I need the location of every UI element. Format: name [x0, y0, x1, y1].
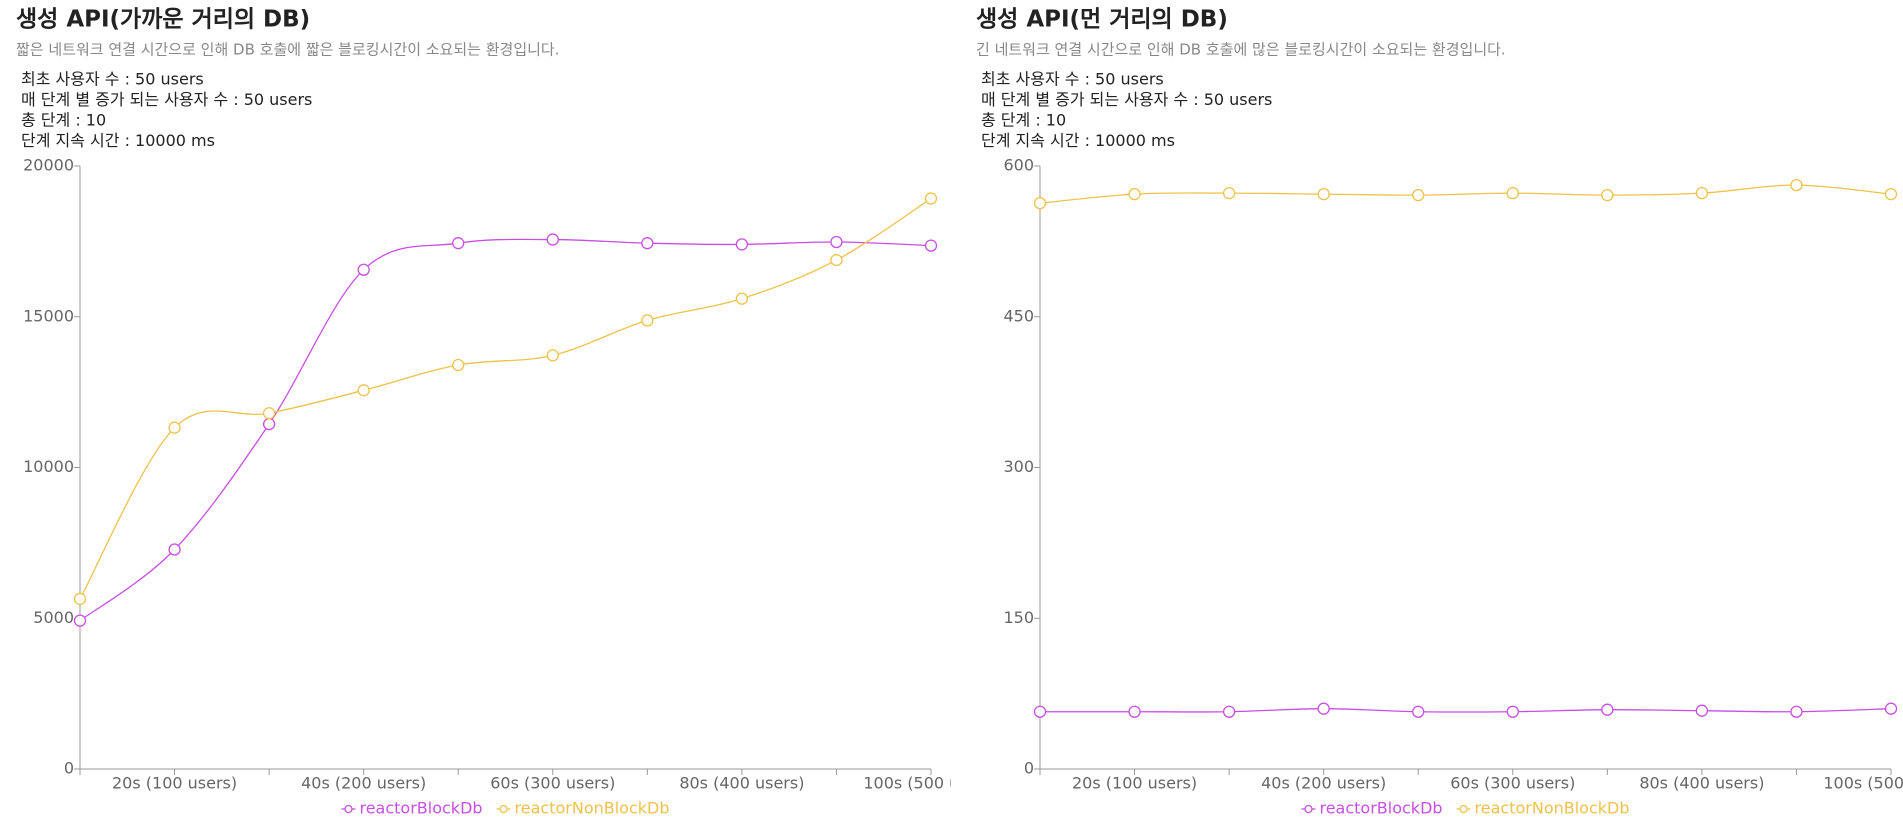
point	[452, 358, 465, 372]
y-tick-label: 450	[1003, 306, 1034, 325]
chart-title: 생성 API(가까운 거리의 DB)	[16, 7, 310, 33]
point	[1601, 188, 1614, 202]
chart-subtitle: 짧은 네트워크 연결 시간으로 인해 DB 호출에 짧은 블로킹시간이 소요되는…	[16, 41, 560, 59]
point	[924, 192, 938, 205]
chart: 생성 API(먼 거리의 DB) 긴 네트워크 연결 시간으로 인해 DB 호출에…	[976, 7, 1903, 818]
legend-marker	[344, 804, 353, 814]
legend-item[interactable]: reactorNonBlockDb	[496, 799, 670, 818]
point	[546, 233, 559, 246]
legend-marker	[1459, 804, 1468, 814]
note: 총 단계 : 10	[21, 111, 106, 130]
y-tick-label: 300	[1003, 457, 1034, 476]
point	[1412, 705, 1425, 718]
point	[546, 349, 559, 362]
point	[830, 253, 843, 267]
point	[357, 263, 370, 276]
point	[641, 237, 654, 250]
series-line	[79, 198, 932, 600]
point	[1128, 705, 1141, 718]
legend-label: reactorBlockDb	[1319, 799, 1442, 818]
x-tick-label: 40s (200 users)	[301, 774, 426, 793]
note: 매 단계 별 증가 되는 사용자 수 : 50 users	[21, 90, 312, 109]
legend-marker	[1304, 804, 1313, 814]
point	[1412, 188, 1425, 202]
point	[1222, 705, 1236, 718]
chart-title: 생성 API(먼 거리의 DB)	[976, 7, 1228, 33]
point	[1695, 704, 1709, 717]
x-tick-label: 100s (500 users)	[863, 774, 951, 793]
legend-label: reactorNonBlockDb	[1475, 799, 1630, 818]
point	[1884, 187, 1898, 201]
note: 최초 사용자 수 : 50 users	[21, 70, 204, 89]
point	[1506, 186, 1519, 200]
legend-item[interactable]: reactorBlockDb	[1301, 799, 1443, 818]
point	[452, 237, 465, 250]
point	[1317, 187, 1330, 201]
x-tick-label: 80s (400 users)	[1639, 774, 1764, 793]
point	[1506, 705, 1519, 718]
x-tick-label: 100s (500 users)	[1823, 774, 1903, 793]
point	[1128, 187, 1141, 201]
chart: 생성 API(가까운 거리의 DB) 짧은 네트워크 연결 시간으로 인해 DB …	[16, 7, 951, 818]
note: 매 단계 별 증가 되는 사용자 수 : 50 users	[981, 90, 1272, 109]
point	[168, 421, 181, 434]
point	[73, 614, 87, 627]
point	[73, 592, 87, 606]
note: 단계 지속 시간 : 10000 ms	[981, 131, 1175, 150]
point	[924, 239, 938, 252]
y-tick-label: 20000	[23, 156, 74, 175]
y-tick-label: 10000	[23, 457, 74, 476]
y-tick-label: 150	[1003, 608, 1034, 627]
point	[641, 314, 654, 327]
point	[1033, 705, 1047, 718]
point	[1601, 703, 1614, 716]
y-tick-label: 600	[1003, 156, 1034, 175]
y-tick-label: 0	[64, 759, 74, 778]
point	[1033, 197, 1047, 210]
y-tick-label: 5000	[33, 608, 74, 627]
legend-label: reactorBlockDb	[359, 799, 482, 818]
x-tick-label: 40s (200 users)	[1261, 774, 1386, 793]
legend-item[interactable]: reactorNonBlockDb	[1456, 799, 1630, 818]
legend-marker	[499, 804, 508, 814]
x-tick-label: 80s (400 users)	[679, 774, 804, 793]
note: 최초 사용자 수 : 50 users	[981, 70, 1164, 89]
point	[262, 417, 276, 431]
note: 단계 지속 시간 : 10000 ms	[21, 131, 215, 150]
legend-label: reactorNonBlockDb	[515, 799, 670, 818]
point	[357, 384, 370, 397]
point	[1222, 186, 1236, 200]
point	[830, 235, 843, 249]
x-tick-label: 20s (100 users)	[1072, 774, 1197, 793]
point	[735, 238, 749, 251]
point	[735, 292, 749, 305]
point	[1695, 186, 1709, 200]
x-tick-label: 60s (300 users)	[490, 774, 615, 793]
legend-item[interactable]: reactorBlockDb	[341, 799, 483, 818]
chart-subtitle: 긴 네트워크 연결 시간으로 인해 DB 호출에 많은 블로킹시간이 소요되는 …	[976, 41, 1506, 59]
y-tick-label: 0	[1024, 759, 1034, 778]
series-line	[1040, 708, 1892, 713]
point	[262, 407, 276, 420]
series-line	[1039, 184, 1892, 204]
x-tick-label: 20s (100 users)	[112, 774, 237, 793]
point	[168, 543, 181, 556]
x-tick-label: 60s (300 users)	[1450, 774, 1575, 793]
point	[1317, 702, 1330, 715]
note: 총 단계 : 10	[981, 111, 1066, 130]
y-tick-label: 15000	[23, 306, 74, 325]
point	[1790, 178, 1803, 192]
point	[1790, 705, 1803, 718]
series-line	[79, 238, 932, 622]
point	[1884, 702, 1898, 715]
